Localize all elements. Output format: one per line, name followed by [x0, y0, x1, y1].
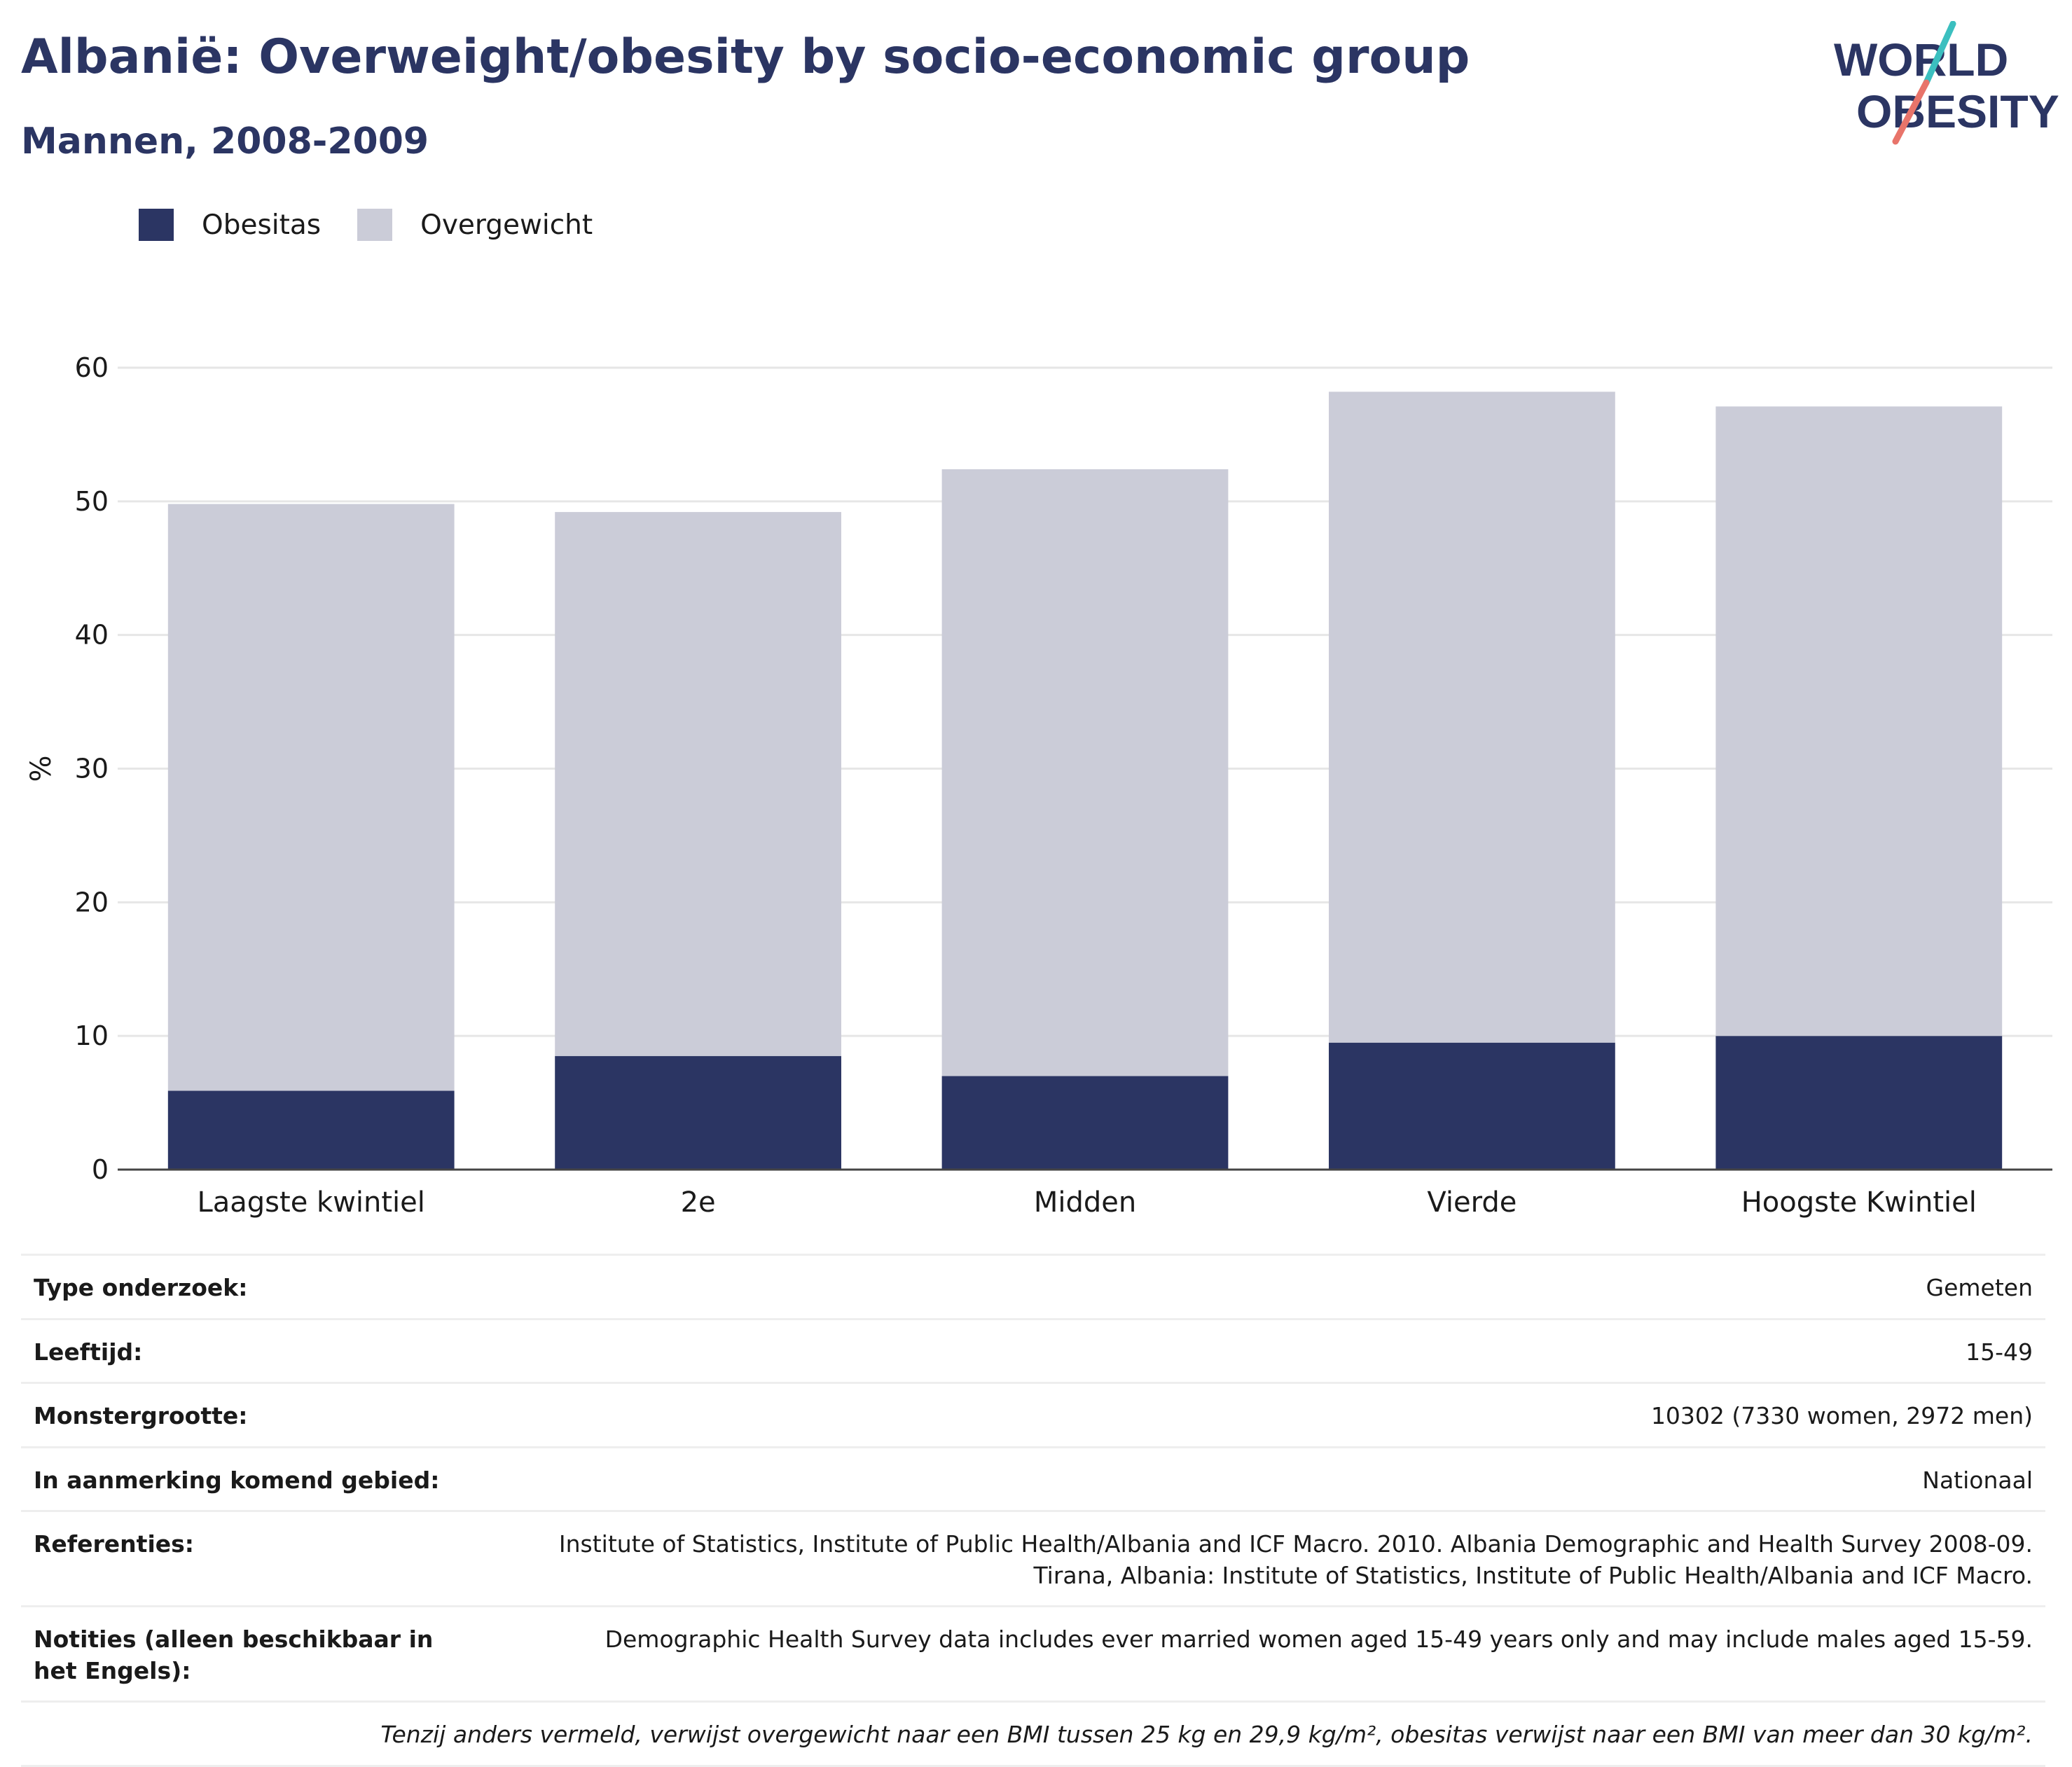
chart-legend: Obesitas Overgewicht — [139, 209, 629, 241]
info-value: 10302 (7330 women, 2972 men) — [1650, 1402, 2033, 1430]
x-tick-label: Midden — [1034, 1186, 1136, 1219]
legend-item-overgewicht[interactable]: Overgewicht — [357, 209, 593, 241]
info-label: Notities (alleen beschikbaar in het Enge… — [34, 1626, 434, 1684]
logo-slash-teal — [1923, 21, 1956, 86]
world-obesity-logo: WORLD OBESITY — [1834, 21, 2059, 145]
bar-overgewicht — [555, 512, 841, 1056]
info-row-notes: Notities (alleen beschikbaar in het Enge… — [21, 1605, 2045, 1700]
x-tick-label: Laagste kwintiel — [197, 1186, 424, 1219]
y-tick-label: 50 — [75, 486, 109, 517]
y-axis-label: % — [25, 755, 57, 782]
bar-obesitas — [1715, 1036, 2003, 1170]
x-tick-label: Hoogste Kwintiel — [1741, 1186, 1977, 1219]
info-row-age: Leeftijd: 15-49 — [21, 1317, 2045, 1383]
legend-label-obesitas: Obesitas — [202, 209, 322, 241]
legend-label-overgewicht: Overgewicht — [420, 209, 593, 241]
info-label: Referenties: — [34, 1530, 194, 1558]
info-label: Monstergrootte: — [34, 1402, 248, 1430]
info-value: Gemeten — [1926, 1274, 2033, 1301]
logo-slash-coral — [1892, 79, 1930, 145]
y-tick-label: 0 — [92, 1154, 109, 1185]
legend-swatch-overgewicht — [357, 209, 393, 241]
info-label: In aanmerking komend gebied: — [34, 1466, 440, 1494]
bar-overgewicht — [941, 469, 1229, 1076]
info-value: Institute of Statistics, Institute of Pu… — [558, 1530, 2033, 1589]
x-tick-label: 2e — [681, 1186, 716, 1219]
bar-obesitas — [555, 1055, 841, 1170]
info-row-type: Type onderzoek: Gemeten — [21, 1254, 2045, 1318]
stacked-bar-chart: 0 10 20 30 40 50 60% Laagste kwintiel 2e Midden Vi… — [25, 352, 2052, 1219]
bmi-footnote: Tenzij anders vermeld, verwijst overgewi… — [380, 1721, 2033, 1749]
info-value: 15-49 — [1966, 1338, 2033, 1366]
y-tick-label: 30 — [75, 754, 109, 784]
y-tick-label: 10 — [75, 1020, 109, 1051]
chart-subtitle: Mannen, 2008-2009 — [21, 120, 429, 162]
bar-obesitas — [1329, 1042, 1615, 1170]
y-tick-label: 20 — [75, 887, 109, 917]
info-row-references: Referenties: Institute of Statistics, In… — [21, 1510, 2045, 1605]
bar-overgewicht — [1715, 406, 2003, 1037]
info-label: Leeftijd: — [34, 1338, 143, 1366]
logo-line-2: OBESITY — [1856, 85, 2059, 137]
info-row-sample-size: Monstergrootte: 10302 (7330 women, 2972 … — [21, 1382, 2045, 1446]
x-tick-label: Vierde — [1427, 1186, 1517, 1219]
y-tick-label: 40 — [75, 620, 109, 651]
info-row-footnote: Tenzij anders vermeld, verwijst overgewi… — [21, 1700, 2045, 1767]
chart-title: Albanië: Overweight/obesity by socio-eco… — [21, 29, 1470, 85]
bar-obesitas — [167, 1090, 455, 1170]
bar-overgewicht — [1329, 391, 1615, 1043]
legend-swatch-obesitas — [139, 209, 174, 241]
info-row-area: In aanmerking komend gebied: Nationaal — [21, 1446, 2045, 1511]
y-tick-label: 60 — [75, 352, 109, 383]
info-value: Demographic Health Survey data includes … — [605, 1626, 2033, 1654]
logo-line-1: WORLD — [1834, 34, 2008, 85]
survey-info-table: Type onderzoek: Gemeten Leeftijd: 15-49 … — [21, 1254, 2045, 1767]
info-value: Nationaal — [1922, 1466, 2033, 1494]
bar-obesitas — [941, 1076, 1229, 1170]
bar-overgewicht — [167, 504, 455, 1091]
legend-item-obesitas[interactable]: Obesitas — [139, 209, 321, 241]
info-label: Type onderzoek: — [34, 1274, 248, 1301]
